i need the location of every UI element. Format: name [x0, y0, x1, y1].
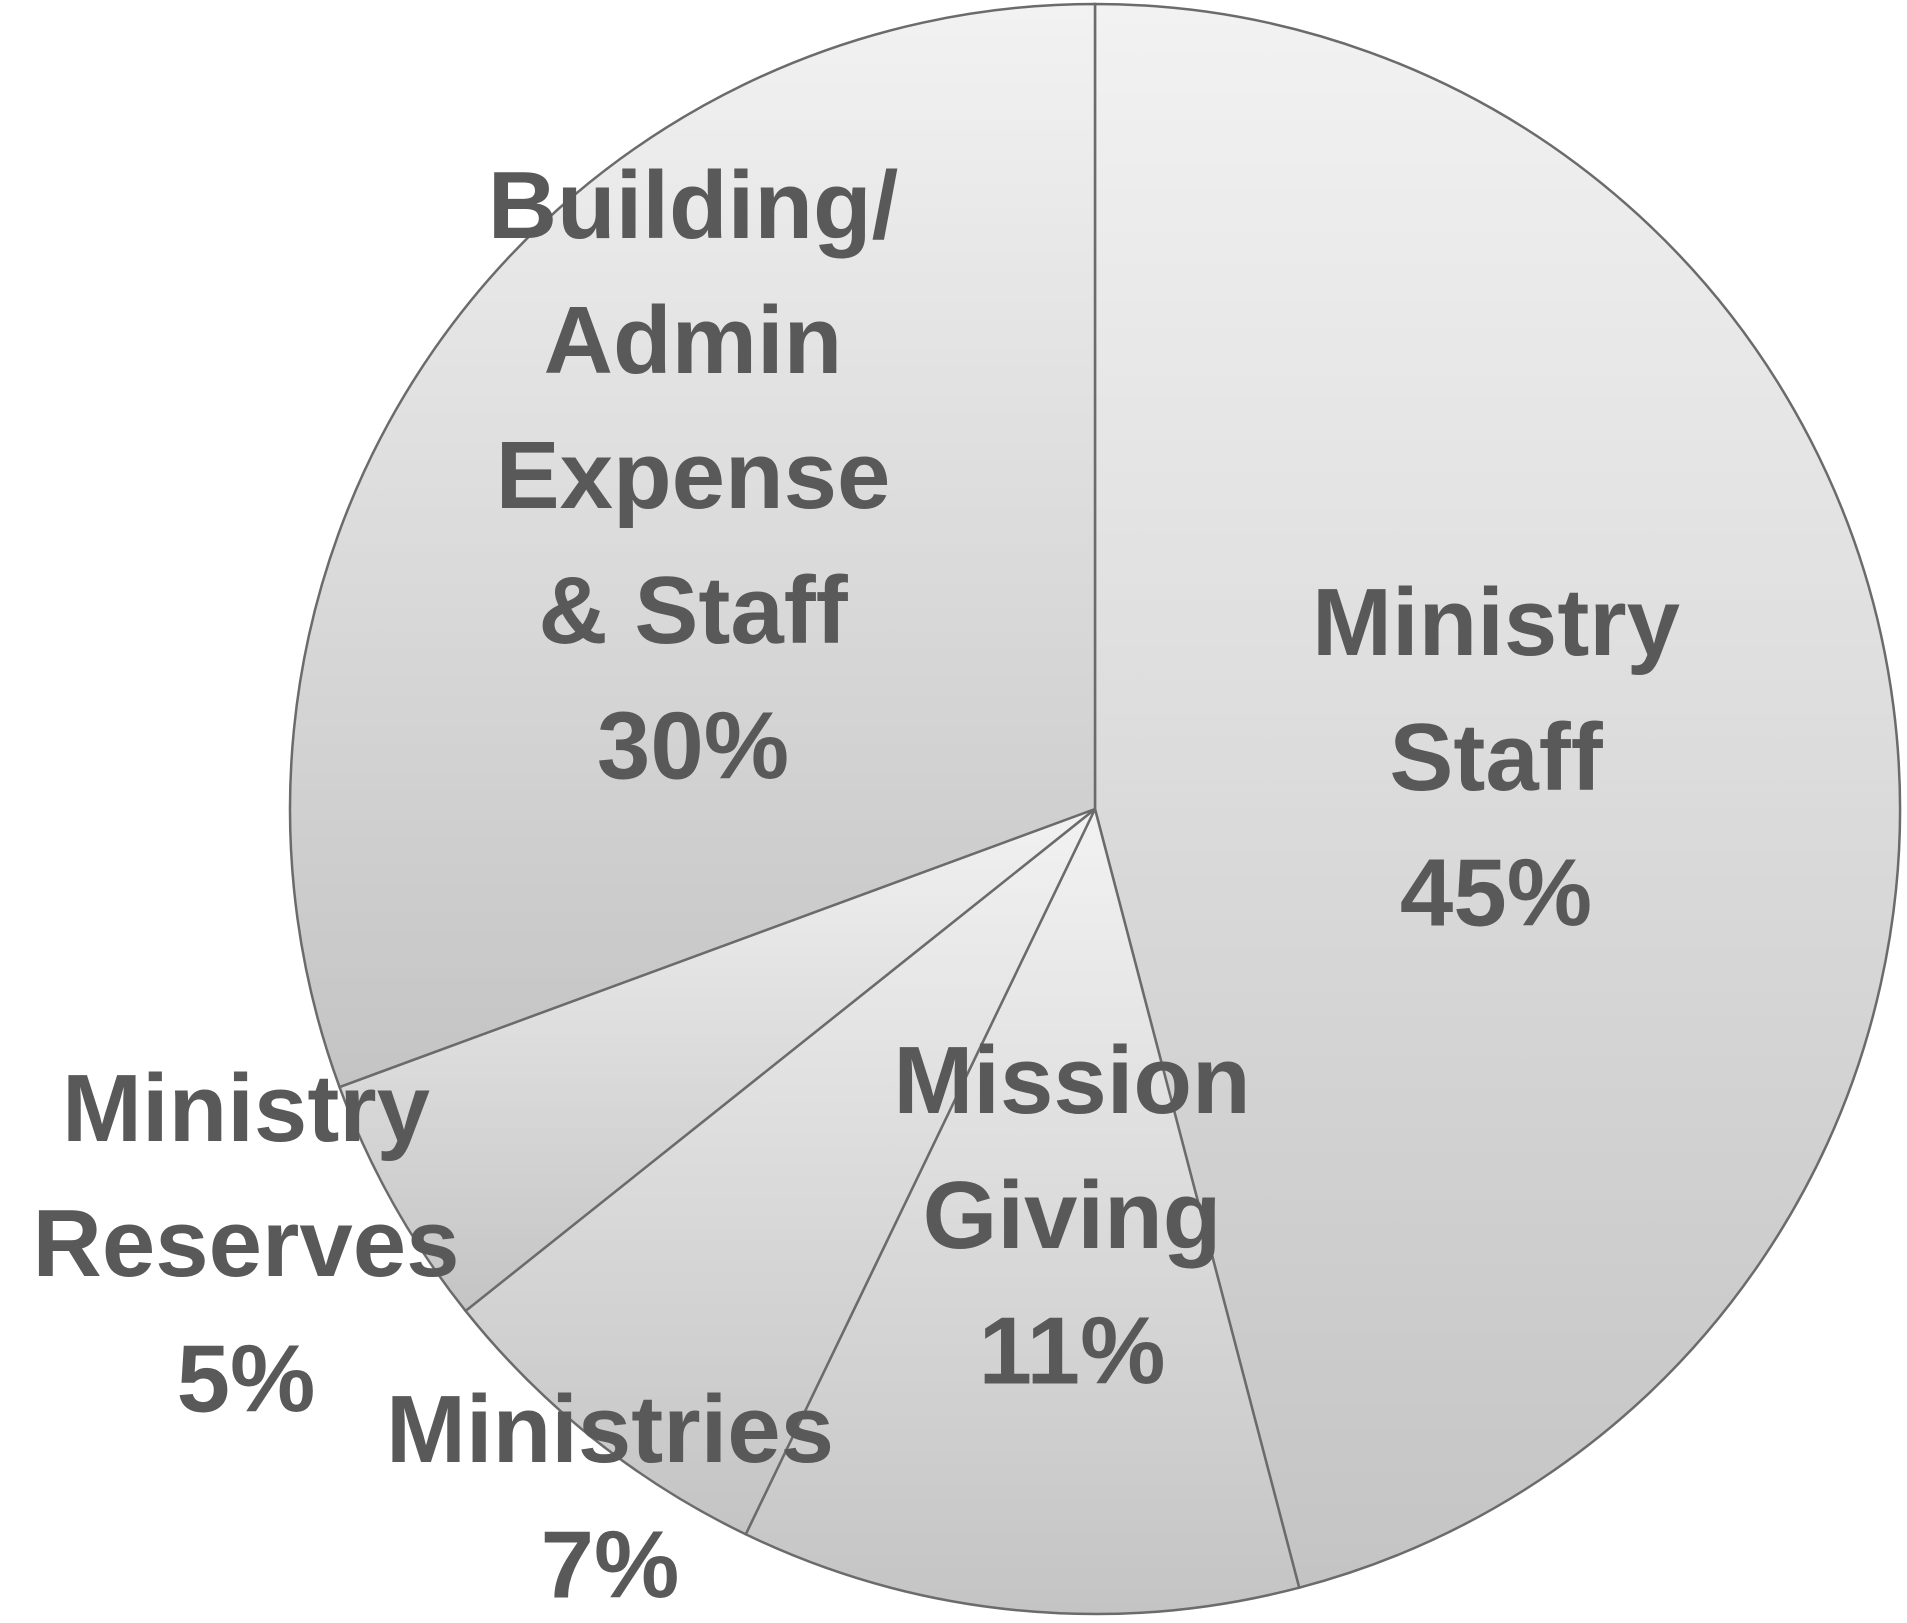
slice-value-label: 11%: [979, 1297, 1166, 1404]
pie-slice: [463, 808, 1097, 1536]
pie-slice: [744, 805, 1301, 1616]
pie-slice: [337, 807, 1096, 1313]
slice-label: Ministry Reserves: [32, 1055, 459, 1297]
slice-value-label: 7%: [541, 1511, 680, 1618]
slice-value-label: 5%: [177, 1325, 316, 1432]
slice-label: Ministries: [386, 1376, 834, 1483]
slice-label: Building/Admin Expense & Staff: [488, 152, 899, 664]
slice-label: Mission Giving: [893, 1027, 1250, 1269]
pie-slice: [1093, 2, 1902, 1590]
slice-value-label: 30%: [597, 692, 789, 799]
slice-label: Ministry Staff: [1312, 569, 1680, 811]
slice-value-label: 45%: [1400, 839, 1592, 946]
pie-slice: [288, 2, 1097, 1089]
